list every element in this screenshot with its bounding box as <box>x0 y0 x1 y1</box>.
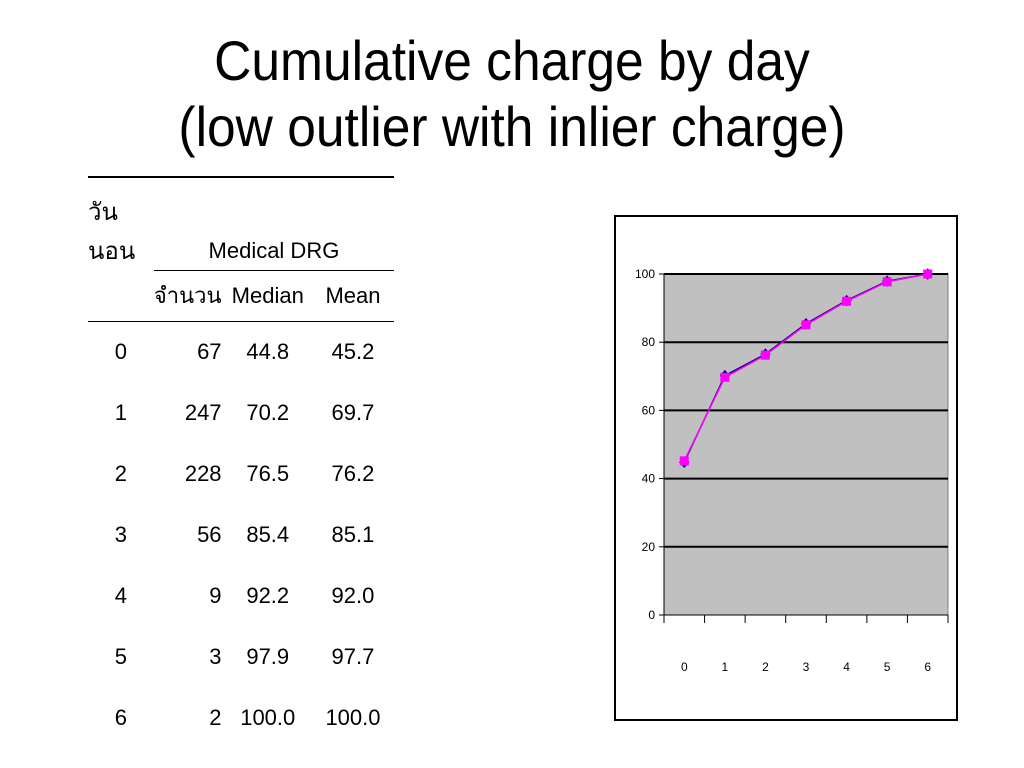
count-cell: 56 <box>197 522 222 547</box>
median-cell: 92.2 <box>246 583 290 608</box>
y-tick-label: 100 <box>635 267 655 281</box>
mean-cell: 45.2 <box>331 339 375 364</box>
stay-days-header: วันนอน <box>88 199 136 265</box>
series-2-point <box>842 296 852 306</box>
slide-title: Cumulative charge by day (low outlier wi… <box>41 28 983 160</box>
series-2-point <box>882 277 892 287</box>
mean-cell: 92.0 <box>331 583 375 608</box>
table-row: 0 67 44.8 45.2 <box>88 321 394 383</box>
series-2-point <box>923 269 933 279</box>
x-tick-label: 5 <box>884 660 891 674</box>
mean-cell: 69.7 <box>331 400 375 425</box>
count-cell: 9 <box>209 583 222 608</box>
table-header-row-1: วันนอน Medical DRG <box>88 192 394 271</box>
y-tick-label: 80 <box>642 335 656 349</box>
y-tick-label: 60 <box>642 403 656 417</box>
x-tick-label: 4 <box>843 660 850 674</box>
title-line-1: Cumulative charge by day <box>214 29 810 92</box>
table-header-row-2: จำนวน Median Mean <box>88 270 394 322</box>
mean-cell: 97.7 <box>331 644 375 669</box>
table-row: 3 56 85.4 85.1 <box>88 505 394 566</box>
day-cell: 0 <box>114 339 128 364</box>
day-cell: 3 <box>114 522 128 547</box>
plot-area <box>663 273 949 616</box>
cumulative-charge-chart: 0 20 40 60 80 100 0 1 2 3 4 5 6 <box>614 215 958 721</box>
day-cell: 6 <box>114 705 128 730</box>
table-row: 4 9 92.2 92.0 <box>88 566 394 627</box>
count-cell: 2 <box>209 705 222 730</box>
x-tick-label: 6 <box>924 660 931 674</box>
x-tick-label: 1 <box>722 660 729 674</box>
cumulative-charge-table: วันนอน Medical DRG จำนวน Median Mean 0 67… <box>88 192 394 749</box>
title-line-2: (low outlier with inlier charge) <box>178 95 846 158</box>
chart-svg: 0 20 40 60 80 100 0 1 2 3 4 5 6 <box>635 267 949 674</box>
day-cell: 1 <box>114 400 128 425</box>
x-tick-label: 2 <box>762 660 769 674</box>
series-2-point <box>679 456 689 466</box>
count-header: จำนวน <box>153 270 224 322</box>
mean-cell: 85.1 <box>331 522 375 547</box>
series-2-point <box>801 320 811 330</box>
x-tick-label: 3 <box>803 660 810 674</box>
count-cell: 67 <box>197 339 222 364</box>
day-cell: 5 <box>114 644 128 669</box>
title-underline <box>88 176 394 178</box>
count-cell: 3 <box>209 644 222 669</box>
series-2-point <box>720 372 730 382</box>
mean-cell: 76.2 <box>331 461 375 486</box>
table-row: 5 3 97.9 97.7 <box>88 627 394 688</box>
count-cell: 228 <box>184 461 222 486</box>
day-cell: 2 <box>114 461 128 486</box>
median-cell: 97.9 <box>246 644 290 669</box>
y-tick-label: 40 <box>642 472 656 486</box>
y-tick-label: 20 <box>642 540 656 554</box>
mean-cell: 100.0 <box>325 705 381 730</box>
header-spacer <box>88 270 154 322</box>
median-cell: 76.5 <box>246 461 290 486</box>
median-cell: 85.4 <box>246 522 290 547</box>
median-cell: 70.2 <box>246 400 290 425</box>
count-cell: 247 <box>184 400 222 425</box>
median-cell: 100.0 <box>240 705 296 730</box>
x-tick-label: 0 <box>681 660 688 674</box>
table-row: 6 2 100.0 100.0 <box>88 688 394 749</box>
y-tick-label: 0 <box>648 608 655 622</box>
median-header: Median <box>223 270 312 322</box>
medical-drg-header: Medical DRG <box>153 192 394 271</box>
median-cell: 44.8 <box>246 339 290 364</box>
day-cell: 4 <box>114 583 128 608</box>
series-2-point <box>760 350 770 360</box>
table-row: 1 247 70.2 69.7 <box>88 383 394 444</box>
mean-header: Mean <box>311 270 394 322</box>
table-row: 2 228 76.5 76.2 <box>88 444 394 505</box>
